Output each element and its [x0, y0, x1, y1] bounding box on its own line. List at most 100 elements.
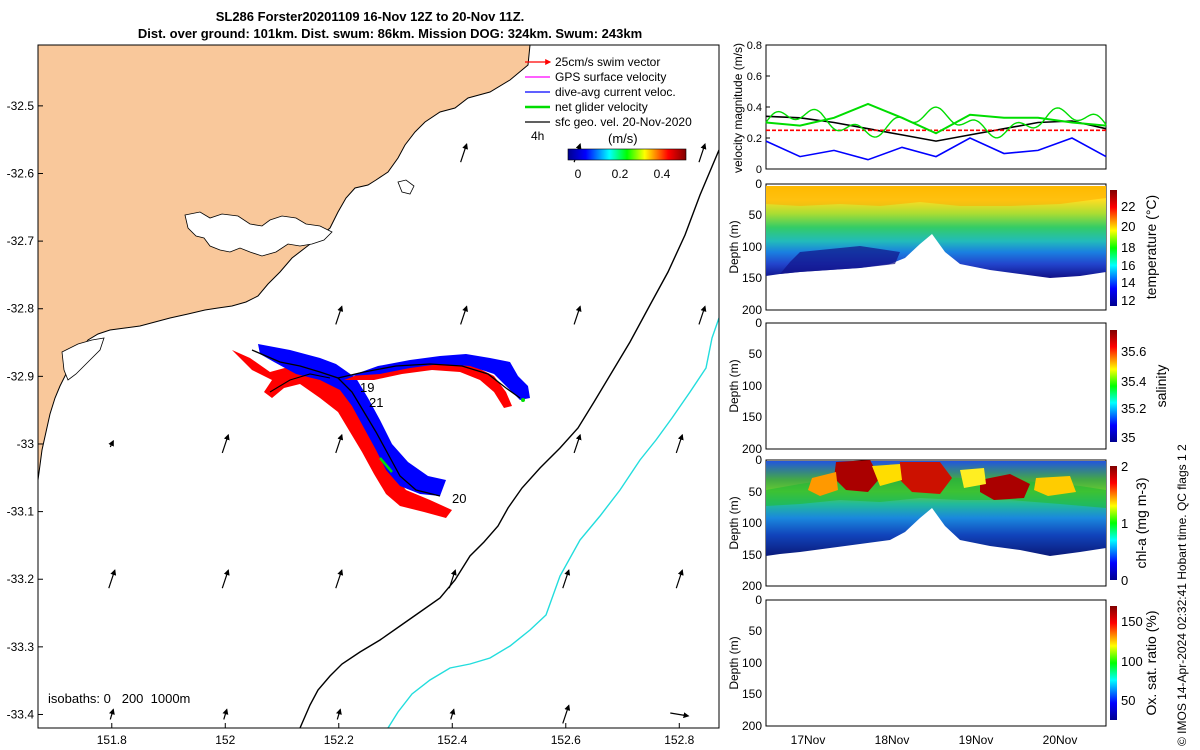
- temp-ytick-0: 0: [755, 177, 762, 191]
- velocity-ytick-label: 0: [756, 164, 762, 176]
- track-line-southwest: [269, 373, 331, 393]
- chla-patch: [872, 464, 902, 486]
- temperature-cbar-ticks: 12 14 16 18 20 22: [1121, 199, 1135, 308]
- sal-cbar-tick-35: 35: [1121, 430, 1135, 445]
- velocity-ytick-label: 0.2: [747, 133, 762, 145]
- legend-interval-label: 4h: [531, 129, 544, 143]
- isobath-1000m: [387, 317, 719, 728]
- salinity-panel: 0 50 100 150 200 Depth (m) 35 35.2 35.4 …: [727, 316, 1169, 456]
- map-ytick-label: -33: [17, 437, 35, 451]
- geo-velocity-arrows: [108, 143, 707, 724]
- swim-vector-fan-east: [344, 362, 512, 408]
- velocity-y-ticks: 0 0.2 0.4 0.6 0.8: [747, 40, 770, 176]
- ox-cbar-tick-150: 150: [1121, 614, 1143, 629]
- map-colorbar-unit: (m/s): [608, 131, 638, 146]
- temp-cbar-tick-22: 22: [1121, 199, 1135, 214]
- map-colorbar: [567, 148, 687, 161]
- chla-patch: [960, 468, 986, 488]
- chla-panel: 0 50 100 150 200 Depth (m) 0 1 2 chl-a (…: [727, 453, 1149, 593]
- lagoon: [61, 337, 105, 381]
- velocity-series: [765, 102, 1107, 161]
- velocity-ytick-label: 0.6: [747, 71, 762, 83]
- chla-y-ticks: 0 50 100 150 200: [742, 453, 762, 593]
- oxygen-cbar-ticks: 50 100 150: [1121, 614, 1143, 708]
- estuary-inlet: [397, 179, 415, 195]
- ox-ytick-150: 150: [742, 687, 762, 701]
- legend-net-velocity-label: net glider velocity: [555, 100, 648, 114]
- geo-velocity-arrow: [448, 569, 457, 589]
- geo-velocity-arrow: [562, 569, 571, 589]
- salinity-colorbar: [1110, 330, 1117, 442]
- map-ytick-label: -32.9: [7, 369, 35, 383]
- chla-ytick-50: 50: [749, 485, 763, 499]
- oxygen-colorbar: [1110, 606, 1117, 720]
- geo-velocity-arrow: [335, 305, 344, 325]
- ox-ytick-200: 200: [742, 719, 762, 733]
- map-ytick-label: -32.8: [7, 302, 35, 316]
- chla-patch: [808, 472, 838, 496]
- map-xtick-label: 152.2: [324, 733, 354, 747]
- ox-ytick-50: 50: [749, 624, 763, 638]
- ox-cbar-tick-100: 100: [1121, 654, 1143, 669]
- temperature-colorbar: [1110, 190, 1117, 306]
- velocity-panel: 0 0.2 0.4 0.6 0.8 velocity magnitude (m/s): [731, 40, 1107, 176]
- sal-ytick-50: 50: [749, 347, 763, 361]
- temp-ytick-150: 150: [742, 271, 762, 285]
- geo-velocity-arrow: [460, 143, 468, 163]
- ox-ytick-0: 0: [755, 593, 762, 607]
- legend-current-label: dive-avg current veloc.: [555, 85, 676, 99]
- geo-velocity-arrow: [562, 704, 571, 724]
- chla-patch: [1034, 476, 1076, 496]
- geo-velocity-arrow: [109, 708, 115, 720]
- track-map: 19 21 20 151.8 152 152.2 152.4 152.6 152.8 -3…: [7, 44, 720, 747]
- geo-velocity-arrow: [335, 433, 344, 454]
- chla-colorbar: [1110, 466, 1117, 580]
- velocity-ytick-label: 0.4: [747, 102, 762, 114]
- chla-cbar-tick-0: 0: [1121, 573, 1128, 588]
- map-xtick-label: 152.4: [437, 733, 467, 747]
- geo-velocity-arrow: [675, 569, 684, 589]
- temperature-y-ticks: 0 50 100 150 200: [742, 177, 762, 317]
- velocity-ylabel: velocity magnitude (m/s): [731, 43, 745, 173]
- velocity-series-line: [765, 137, 1107, 161]
- ox-ytick-100: 100: [742, 656, 762, 670]
- temperature-cold-bottom: [780, 246, 900, 274]
- chla-patch: [834, 460, 880, 492]
- temp-cbar-tick-18: 18: [1121, 240, 1135, 255]
- map-ytick-label: -33.1: [7, 505, 35, 519]
- chart-title-line2: Dist. over ground: 101km. Dist. swum: 86…: [137, 26, 643, 41]
- map-frame: [37, 44, 720, 729]
- chart-title-line1: SL286 Forster20201109 16-Nov 12Z to 20-N…: [215, 9, 525, 24]
- map-colorbar-tick-0: 0: [575, 167, 582, 181]
- xtick-20nov: 20Nov: [1043, 733, 1078, 747]
- copyright-note: © IMOS 14-Apr-2024 02:32:41 Hobart time.…: [1175, 444, 1189, 746]
- sal-ytick-150: 150: [742, 410, 762, 424]
- net-glider-velocity-marker: [379, 457, 393, 473]
- legend-geo-velocity-label: sfc geo. vel. 20-Nov-2020: [555, 115, 692, 129]
- map-xtick-label: 152.6: [551, 733, 581, 747]
- geo-velocity-arrow: [221, 569, 230, 589]
- salinity-cbar-label: salinity: [1153, 365, 1169, 408]
- xtick-18nov: 18Nov: [875, 733, 910, 747]
- velocity-oscillation-line: [765, 106, 1107, 139]
- map-x-ticks: 151.8 152 152.2 152.4 152.6 152.8: [97, 723, 695, 747]
- temp-ytick-50: 50: [749, 208, 763, 222]
- oxygen-panel: 0 50 100 150 200 Depth (m) 50 100 150 Ox…: [727, 593, 1159, 747]
- chla-patch: [980, 474, 1030, 500]
- track-label-21: 21: [369, 395, 383, 410]
- temp-cbar-tick-16: 16: [1121, 258, 1135, 273]
- geo-velocity-arrow: [460, 305, 468, 325]
- map-ytick-label: -33.2: [7, 572, 35, 586]
- chla-ytick-200: 200: [742, 579, 762, 593]
- velocity-ytick-label: 0.8: [747, 40, 762, 52]
- legend-swim-vector-label: 25cm/s swim vector: [555, 55, 660, 69]
- geo-velocity-arrow: [108, 439, 114, 448]
- map-ytick-label: -32.5: [7, 99, 35, 113]
- map-legend: 25cm/s swim vector GPS surface velocity …: [525, 55, 692, 181]
- temp-cbar-tick-14: 14: [1121, 275, 1135, 290]
- ox-cbar-tick-50: 50: [1121, 693, 1135, 708]
- sal-cbar-tick-356: 35.6: [1121, 344, 1146, 359]
- map-xtick-label: 152: [215, 733, 235, 747]
- geo-velocity-arrow: [449, 708, 456, 720]
